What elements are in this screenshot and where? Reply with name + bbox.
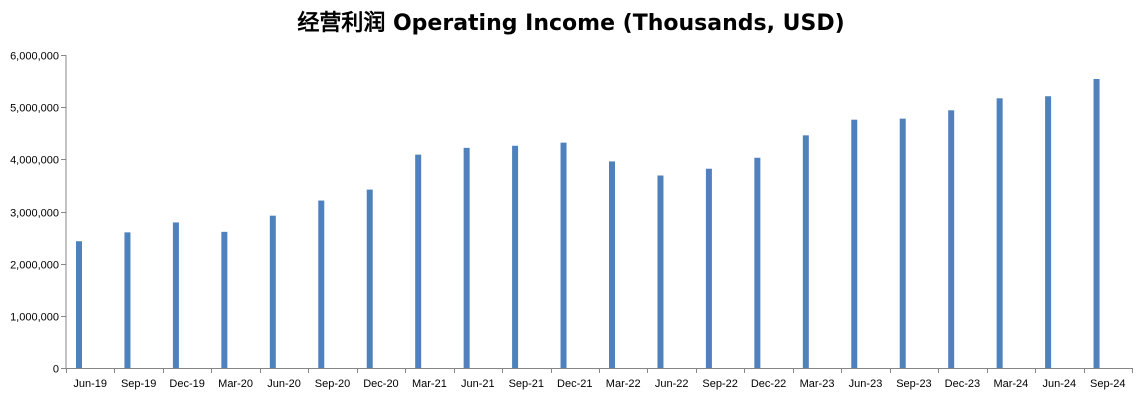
bar <box>609 161 615 368</box>
x-tick-label: Dec-22 <box>751 378 786 390</box>
bar <box>512 145 519 368</box>
y-tick-label: 4,000,000 <box>10 155 59 167</box>
y-tick-label: 3,000,000 <box>10 208 59 220</box>
y-tick-label: 1,000,000 <box>10 312 59 324</box>
x-tick-label: Jun-22 <box>655 378 689 390</box>
x-tick-label: Jun-24 <box>1042 378 1076 390</box>
bar <box>705 168 712 368</box>
chart-title: 经营利润 Operating Income (Thousands, USD) <box>297 10 844 36</box>
x-axis: Jun-19 Sep-19 Dec-19 Mar-20 Jun-20 Sep-20 Dec-… <box>66 368 1133 390</box>
bar <box>851 119 858 368</box>
x-tick-label: Mar-23 <box>800 378 835 390</box>
bar <box>948 110 955 369</box>
y-tick-label: 6,000,000 <box>10 51 59 63</box>
x-tick-label: Mar-22 <box>606 378 641 390</box>
bar <box>124 232 131 368</box>
bar-series <box>76 78 1100 369</box>
y-axis: 0 1,000,000 2,000,000 3,000,000 4,000,000 5,0… <box>10 51 67 376</box>
x-tick-label: Sep-21 <box>509 378 544 390</box>
x-tick-label: Sep-20 <box>315 378 350 390</box>
bar <box>996 98 1003 368</box>
x-tick-label: Jun-19 <box>73 378 107 390</box>
x-tick-label: Mar-20 <box>218 378 253 390</box>
x-tick-label: Jun-23 <box>849 378 883 390</box>
bar <box>463 147 470 368</box>
x-tick-label: Sep-22 <box>702 378 737 390</box>
x-tick-label: Mar-21 <box>412 378 447 390</box>
bar <box>366 189 373 368</box>
bar <box>754 157 761 368</box>
bar <box>899 118 906 368</box>
bar <box>221 231 228 368</box>
y-tick-label: 2,000,000 <box>10 260 59 272</box>
x-tick-label: Sep-24 <box>1090 378 1125 390</box>
bar <box>415 154 422 368</box>
x-tick-label: Dec-21 <box>557 378 592 390</box>
x-tick-label: Mar-24 <box>993 378 1028 390</box>
bar <box>76 241 82 368</box>
y-tick-label: 0 <box>53 364 59 376</box>
bar <box>318 200 325 368</box>
bar <box>172 222 179 368</box>
y-tick-label: 5,000,000 <box>10 103 59 115</box>
x-tick-label: Jun-20 <box>267 378 301 390</box>
x-tick-label: Jun-21 <box>461 378 495 390</box>
x-tick-label: Dec-19 <box>169 378 204 390</box>
bar <box>657 175 664 368</box>
x-tick-label: Sep-19 <box>121 378 156 390</box>
x-tick-label: Dec-20 <box>363 378 398 390</box>
bar <box>269 215 276 368</box>
x-tick-label: Dec-23 <box>945 378 980 390</box>
x-tick-label: Sep-23 <box>896 378 931 390</box>
bar <box>1045 96 1052 368</box>
bar <box>802 135 809 368</box>
bar <box>560 142 567 368</box>
bar <box>1093 78 1100 368</box>
